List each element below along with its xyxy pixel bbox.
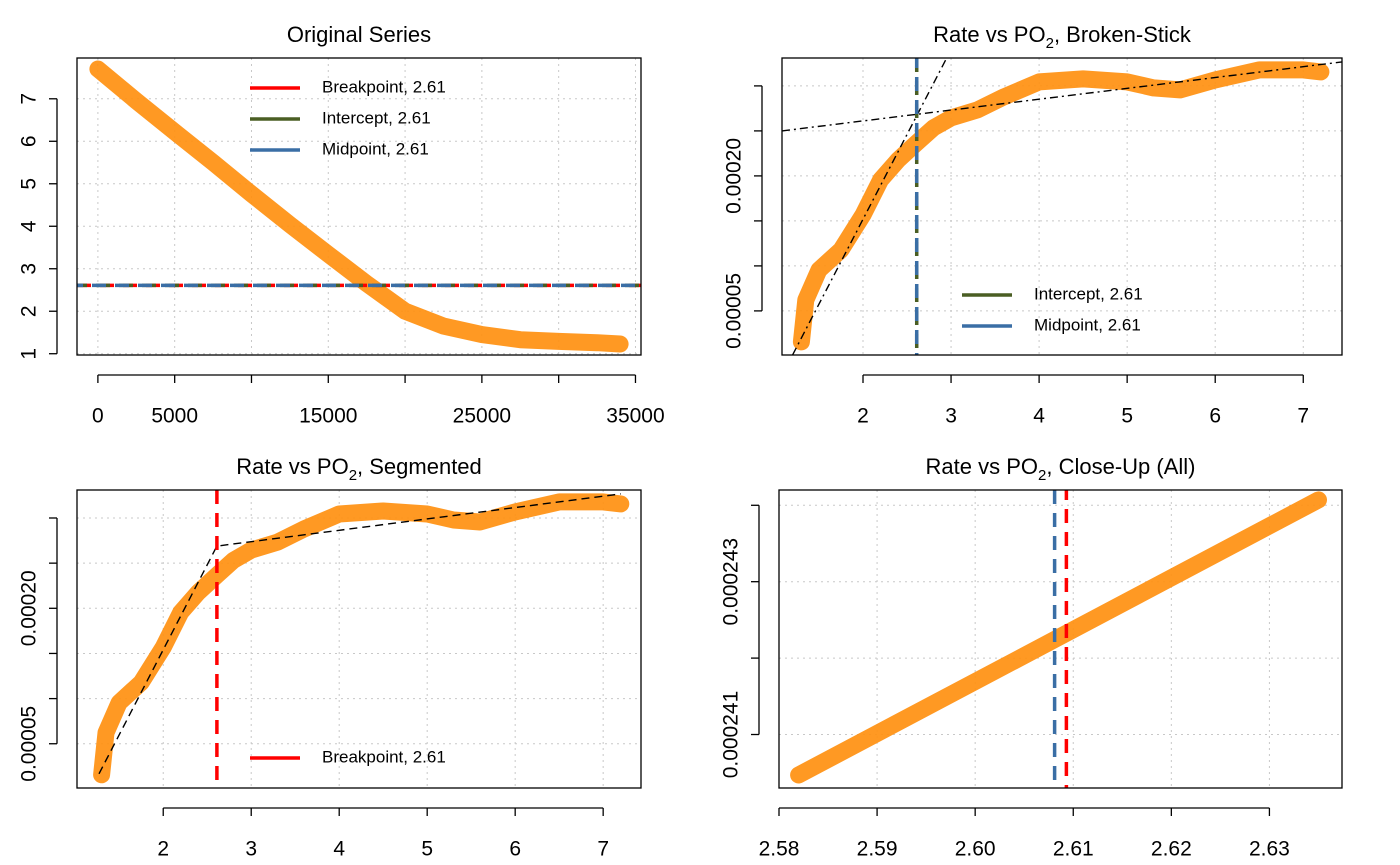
legend-label: Intercept, 2.61 [1034, 284, 1143, 303]
x-tick-label: 2.63 [1249, 838, 1290, 861]
legend-label: Midpoint, 2.61 [1034, 315, 1141, 334]
y-tick-label: 7 [18, 93, 41, 105]
x-tick-label: 5 [421, 838, 433, 861]
x-tick-label: 15000 [299, 405, 357, 428]
y-tick-label: 2 [18, 305, 41, 317]
y-tick-label: 5 [18, 178, 41, 190]
plot-frame [76, 489, 642, 789]
legend-label: Breakpoint, 2.61 [322, 77, 446, 96]
x-tick-label: 4 [1033, 405, 1045, 428]
panel-title: Rate vs PO2, Broken-Stick [933, 22, 1192, 53]
plot-area [77, 490, 641, 788]
data-line [93, 493, 630, 784]
plot-area [779, 490, 1342, 788]
x-tick-label: 3 [245, 838, 257, 861]
legend-label: Breakpoint, 2.61 [322, 747, 446, 766]
data-line [790, 491, 1327, 784]
x-tick-label: 7 [1297, 405, 1309, 428]
plot-frame [76, 57, 642, 356]
panel-title: Rate vs PO2, Close-Up (All) [926, 454, 1196, 485]
x-tick-label: 7 [597, 838, 609, 861]
plot-area [782, 58, 1342, 355]
plot-area [77, 58, 641, 355]
x-tick-label: 0 [92, 405, 104, 428]
title-part: Rate vs PO [926, 454, 1038, 479]
plot-frame [778, 489, 1343, 789]
x-tick-label: 25000 [453, 405, 511, 428]
x-tick-label: 6 [509, 838, 521, 861]
title-part: , Broken-Stick [1054, 22, 1192, 47]
x-tick-label: 6 [1209, 405, 1221, 428]
x-tick-label: 2.60 [955, 838, 996, 861]
y-tick-label: 6 [18, 135, 41, 147]
plot-frame [781, 57, 1343, 356]
x-tick-label: 2 [857, 405, 869, 428]
x-tick-label: 5000 [151, 405, 198, 428]
title-subscript: 2 [1038, 467, 1046, 484]
panel-title: Rate vs PO2, Segmented [236, 454, 482, 485]
legend-label: Intercept, 2.61 [322, 108, 431, 127]
y-tick-label: 0.00005 [18, 706, 41, 782]
x-tick-label: 35000 [606, 405, 664, 428]
x-tick-label: 2.58 [759, 838, 800, 861]
x-tick-label: 2.61 [1053, 838, 1094, 861]
fit-line [782, 61, 1342, 132]
title-part: , Segmented [357, 454, 482, 479]
y-tick-label: 0.00005 [723, 273, 746, 349]
x-tick-label: 4 [333, 838, 345, 861]
y-tick-label: 3 [18, 263, 41, 275]
title-subscript: 2 [1046, 35, 1054, 52]
y-tick-label: 1 [18, 348, 41, 360]
title-part: Rate vs PO [236, 454, 348, 479]
y-tick-label: 0.000243 [720, 538, 743, 626]
panel-title: Original Series [287, 22, 431, 47]
x-tick-label: 2 [157, 838, 169, 861]
x-tick-label: 2.62 [1151, 838, 1192, 861]
y-tick-label: 0.00020 [18, 570, 41, 646]
y-tick-label: 4 [18, 220, 41, 232]
x-tick-label: 2.59 [857, 838, 898, 861]
title-part: , Close-Up (All) [1046, 454, 1195, 479]
y-tick-label: 0.000241 [720, 691, 743, 779]
title-subscript: 2 [349, 467, 357, 484]
data-line [792, 61, 1330, 351]
x-tick-label: 3 [945, 405, 957, 428]
title-part: Rate vs PO [933, 22, 1045, 47]
x-tick-label: 5 [1121, 405, 1133, 428]
y-tick-label: 0.00020 [723, 138, 746, 214]
fit-line [791, 58, 948, 355]
fit-line [98, 493, 621, 775]
legend-label: Midpoint, 2.61 [322, 139, 429, 158]
title-part: Original Series [287, 22, 431, 47]
